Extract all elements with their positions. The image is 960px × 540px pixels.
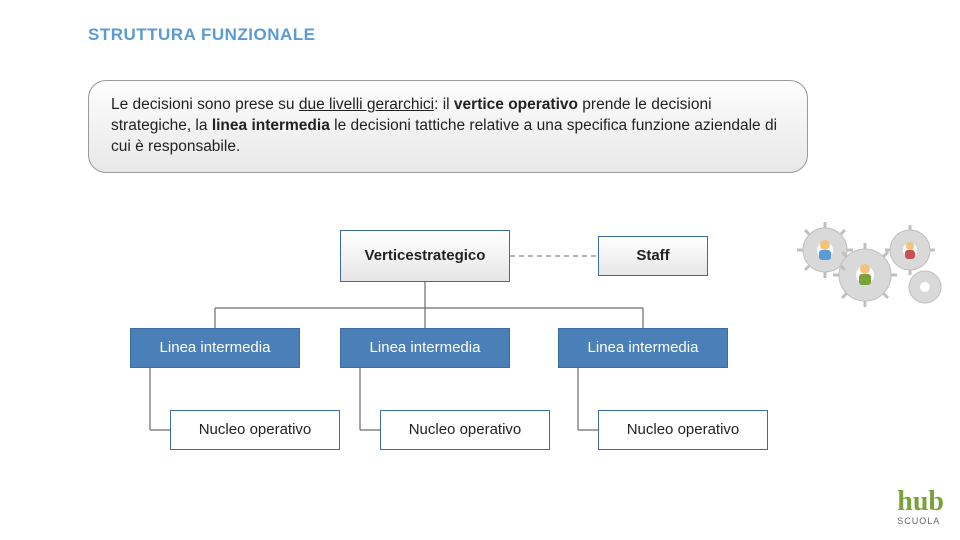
org-node-leaf-2: Nucleo operativo xyxy=(598,410,768,450)
info-text-pre: Le decisioni sono prese su xyxy=(111,96,299,113)
org-node-staff: Staff xyxy=(598,236,708,276)
org-node-mid-0: Linea intermedia xyxy=(130,328,300,368)
org-node-leaf-1: Nucleo operativo xyxy=(380,410,550,450)
logo-subtitle: SCUOLA xyxy=(897,516,944,526)
org-node-mid-2: Linea intermedia xyxy=(558,328,728,368)
org-node-top: Verticestrategico xyxy=(340,230,510,282)
page-title: STRUTTURA FUNZIONALE xyxy=(88,25,316,45)
info-underline-1: due livelli gerarchici xyxy=(299,96,434,113)
gears-icon xyxy=(795,215,955,315)
info-bold-1: vertice operativo xyxy=(454,96,578,113)
logo-brand: hub xyxy=(897,488,944,516)
info-box: Le decisioni sono prese su due livelli g… xyxy=(88,80,808,173)
info-bold-2: linea intermedia xyxy=(212,117,330,134)
org-node-mid-1: Linea intermedia xyxy=(340,328,510,368)
brand-logo: hub SCUOLA xyxy=(897,488,944,526)
info-text-mid1: : il xyxy=(434,96,454,113)
org-node-leaf-0: Nucleo operativo xyxy=(170,410,340,450)
